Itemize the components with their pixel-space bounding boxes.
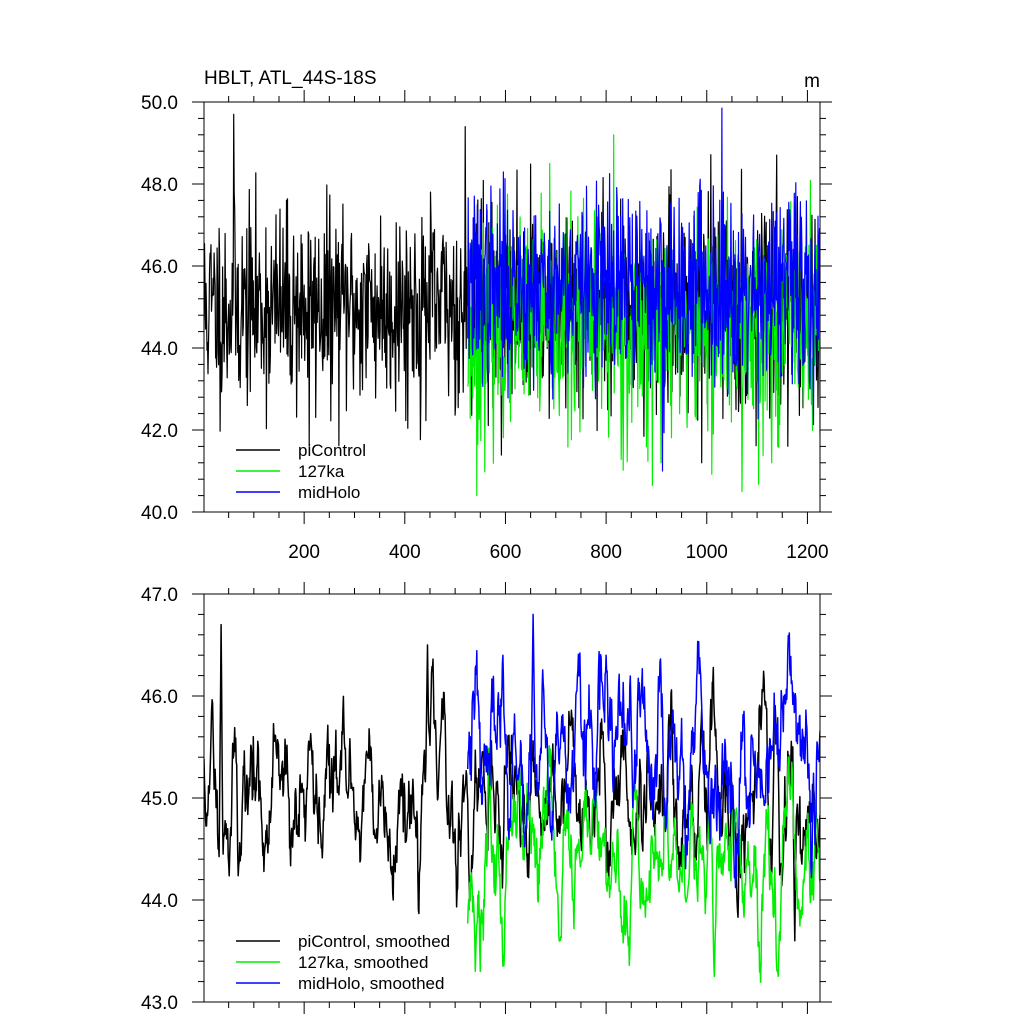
- legend-label: piControl, smoothed: [298, 932, 450, 951]
- legend-label: 127ka, smoothed: [298, 953, 428, 972]
- bottom-legend: piControl, smoothed 127ka, smoothed midHol…: [236, 932, 450, 993]
- y-tick-label: 48.0: [141, 175, 178, 196]
- plot-frame: [203, 101, 821, 513]
- x-tick-label: 400: [389, 542, 421, 563]
- bottom-plot-area: 43.0 44.0 45.0 46.0 47.0: [141, 582, 832, 1014]
- legend-label: midHolo, smoothed: [298, 974, 444, 993]
- legend-label: piControl: [298, 441, 366, 460]
- chart-title: HBLT, ATL_44S-18S: [204, 68, 377, 89]
- y-tick-label: 46.0: [141, 257, 178, 278]
- x-tick-label: 800: [590, 542, 622, 563]
- top-legend: piControl 127ka midHolo: [236, 441, 366, 502]
- units-label: m: [804, 71, 820, 92]
- y-tick-label: 42.0: [141, 421, 178, 442]
- y-tick-label: 44.0: [141, 891, 178, 912]
- x-tick-label: 600: [490, 542, 522, 563]
- x-tick-label: 1200: [786, 542, 828, 563]
- y-tick-label: 40.0: [141, 503, 178, 524]
- series-line-midholo-smoothed: [466, 613, 820, 889]
- x-tick-label: 200: [288, 542, 320, 563]
- y-tick-label: 50.0: [141, 93, 178, 114]
- y-tick-label: 43.0: [141, 993, 178, 1014]
- y-tick-label: 44.0: [141, 339, 178, 360]
- top-plot-area: 200 400 600 800 1000 1200 40.0 42.0 44.0 46.0 48.0…: [141, 90, 832, 563]
- top-panel: HBLT, ATL_44S-18S m 200 400 600 800 1000 1200…: [141, 68, 832, 563]
- legend-label: 127ka: [298, 462, 345, 481]
- y-tick-label: 46.0: [141, 687, 178, 708]
- x-tick-label: 1000: [686, 542, 728, 563]
- series-line-midholo: [467, 107, 820, 472]
- bottom-panel: 43.0 44.0 45.0 46.0 47.0 piControl, smoothed…: [141, 582, 832, 1014]
- y-tick-label: 45.0: [141, 789, 178, 810]
- y-tick-label: 47.0: [141, 585, 178, 606]
- legend-label: midHolo: [298, 483, 360, 502]
